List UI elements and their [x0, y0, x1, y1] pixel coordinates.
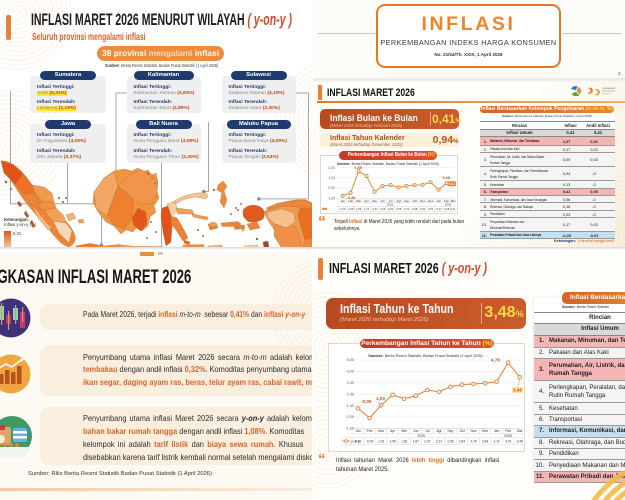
svg-text:-0,09: -0,09 — [366, 439, 373, 443]
svg-text:Jan: Jan — [494, 429, 500, 433]
svg-text:0,00: 0,00 — [347, 415, 354, 419]
svg-text:0,05: 0,05 — [396, 207, 402, 211]
svg-text:1,03: 1,03 — [376, 396, 385, 401]
svg-text:0,21: 0,21 — [404, 207, 410, 211]
svg-text:Feb: Feb — [367, 429, 373, 433]
svg-text:2025: 2025 — [387, 203, 394, 207]
svg-text:Mar: Mar — [356, 199, 361, 203]
svg-text:0,19: 0,19 — [380, 207, 386, 211]
svg-text:1,95: 1,95 — [390, 439, 396, 443]
svg-text:1,87: 1,87 — [413, 439, 419, 443]
svg-text:2026: 2026 — [504, 434, 512, 438]
svg-text:2025: 2025 — [417, 434, 425, 438]
svg-text:Nov: Nov — [420, 199, 426, 203]
svg-text:0,48: 0,48 — [444, 207, 450, 211]
svg-text:Mei: Mei — [372, 199, 377, 203]
svg-text:-0,37: -0,37 — [372, 207, 379, 211]
svg-text:Des: Des — [482, 429, 488, 433]
svg-text:Jul: Jul — [425, 429, 430, 433]
svg-text:0,30: 0,30 — [388, 207, 394, 211]
svg-text:-1,00: -1,00 — [327, 196, 335, 200]
svg-text:Jun: Jun — [380, 199, 385, 203]
svg-text:-1,00: -1,00 — [345, 427, 354, 431]
svg-text:2,00: 2,00 — [347, 392, 354, 396]
svg-text:3,10: 3,10 — [493, 439, 499, 443]
svg-text:0,57: 0,57 — [428, 207, 434, 211]
svg-text:-0,48: -0,48 — [348, 207, 355, 211]
svg-text:2,84: 2,84 — [459, 439, 465, 443]
svg-text:Feb: Feb — [444, 199, 449, 203]
svg-text:Jan: Jan — [436, 199, 441, 203]
svg-text:2026: 2026 — [445, 203, 452, 207]
svg-text:1,65: 1,65 — [355, 166, 362, 170]
svg-text:y-on-y: y-on-y — [351, 439, 360, 443]
svg-text:Nov: Nov — [470, 429, 476, 433]
svg-text:Mei: Mei — [401, 429, 407, 433]
svg-text:Apr: Apr — [364, 199, 369, 203]
svg-text:Okt: Okt — [459, 429, 464, 433]
svg-text:-0,09: -0,09 — [361, 399, 372, 404]
svg-text:Mar: Mar — [378, 429, 385, 433]
svg-text:Apr: Apr — [390, 429, 396, 433]
svg-text:5,00: 5,00 — [347, 358, 354, 362]
svg-text:2,84: 2,84 — [482, 439, 488, 443]
svg-text:0,76: 0,76 — [355, 439, 361, 443]
svg-text:Mar: Mar — [451, 199, 456, 203]
svg-text:3,48: 3,48 — [517, 439, 523, 443]
svg-text:1,65: 1,65 — [356, 207, 362, 211]
svg-text:Des: Des — [428, 199, 434, 203]
svg-text:4,00: 4,00 — [347, 370, 354, 374]
svg-text:4,76: 4,76 — [505, 439, 511, 443]
svg-text:2,37: 2,37 — [424, 439, 430, 443]
svg-text:Agt: Agt — [436, 429, 441, 433]
svg-text:0,00: 0,00 — [328, 186, 335, 190]
svg-text:0,41: 0,41 — [448, 182, 455, 186]
svg-text:Agt: Agt — [396, 199, 401, 203]
svg-text:1,03: 1,03 — [378, 439, 384, 443]
svg-text:Okt: Okt — [412, 199, 417, 203]
svg-text:-0,76: -0,76 — [340, 207, 347, 211]
svg-text:2,00: 2,00 — [328, 166, 335, 170]
svg-text:2,78: 2,78 — [470, 439, 476, 443]
svg-text:Jan: Jan — [355, 429, 361, 433]
svg-text:1,17: 1,17 — [364, 207, 370, 211]
svg-text:-0,48: -0,48 — [347, 196, 356, 200]
svg-text:1,60: 1,60 — [401, 439, 407, 443]
svg-text:Sep: Sep — [404, 199, 410, 203]
svg-text:Mar: Mar — [517, 429, 523, 433]
svg-text:1,00: 1,00 — [328, 176, 335, 180]
svg-text:Jan: Jan — [340, 199, 345, 203]
svg-text:1,00: 1,00 — [347, 404, 354, 408]
svg-text:2,21: 2,21 — [436, 439, 442, 443]
svg-text:Feb: Feb — [505, 429, 511, 433]
svg-text:0,28: 0,28 — [412, 207, 418, 211]
svg-text:0,30: 0,30 — [420, 207, 426, 211]
svg-text:0,48: 0,48 — [443, 176, 450, 180]
svg-text:3,48: 3,48 — [513, 388, 522, 393]
svg-text:2,65: 2,65 — [447, 439, 453, 443]
svg-text:Jun: Jun — [413, 429, 419, 433]
svg-text:3,00: 3,00 — [347, 381, 354, 385]
svg-text:Feb: Feb — [348, 199, 353, 203]
svg-text:0,41: 0,41 — [450, 207, 456, 211]
svg-text:Jul: Jul — [389, 199, 393, 203]
svg-text:Sep: Sep — [447, 429, 453, 433]
svg-text:-0,17: -0,17 — [436, 207, 443, 211]
svg-text:4,76: 4,76 — [491, 358, 500, 363]
